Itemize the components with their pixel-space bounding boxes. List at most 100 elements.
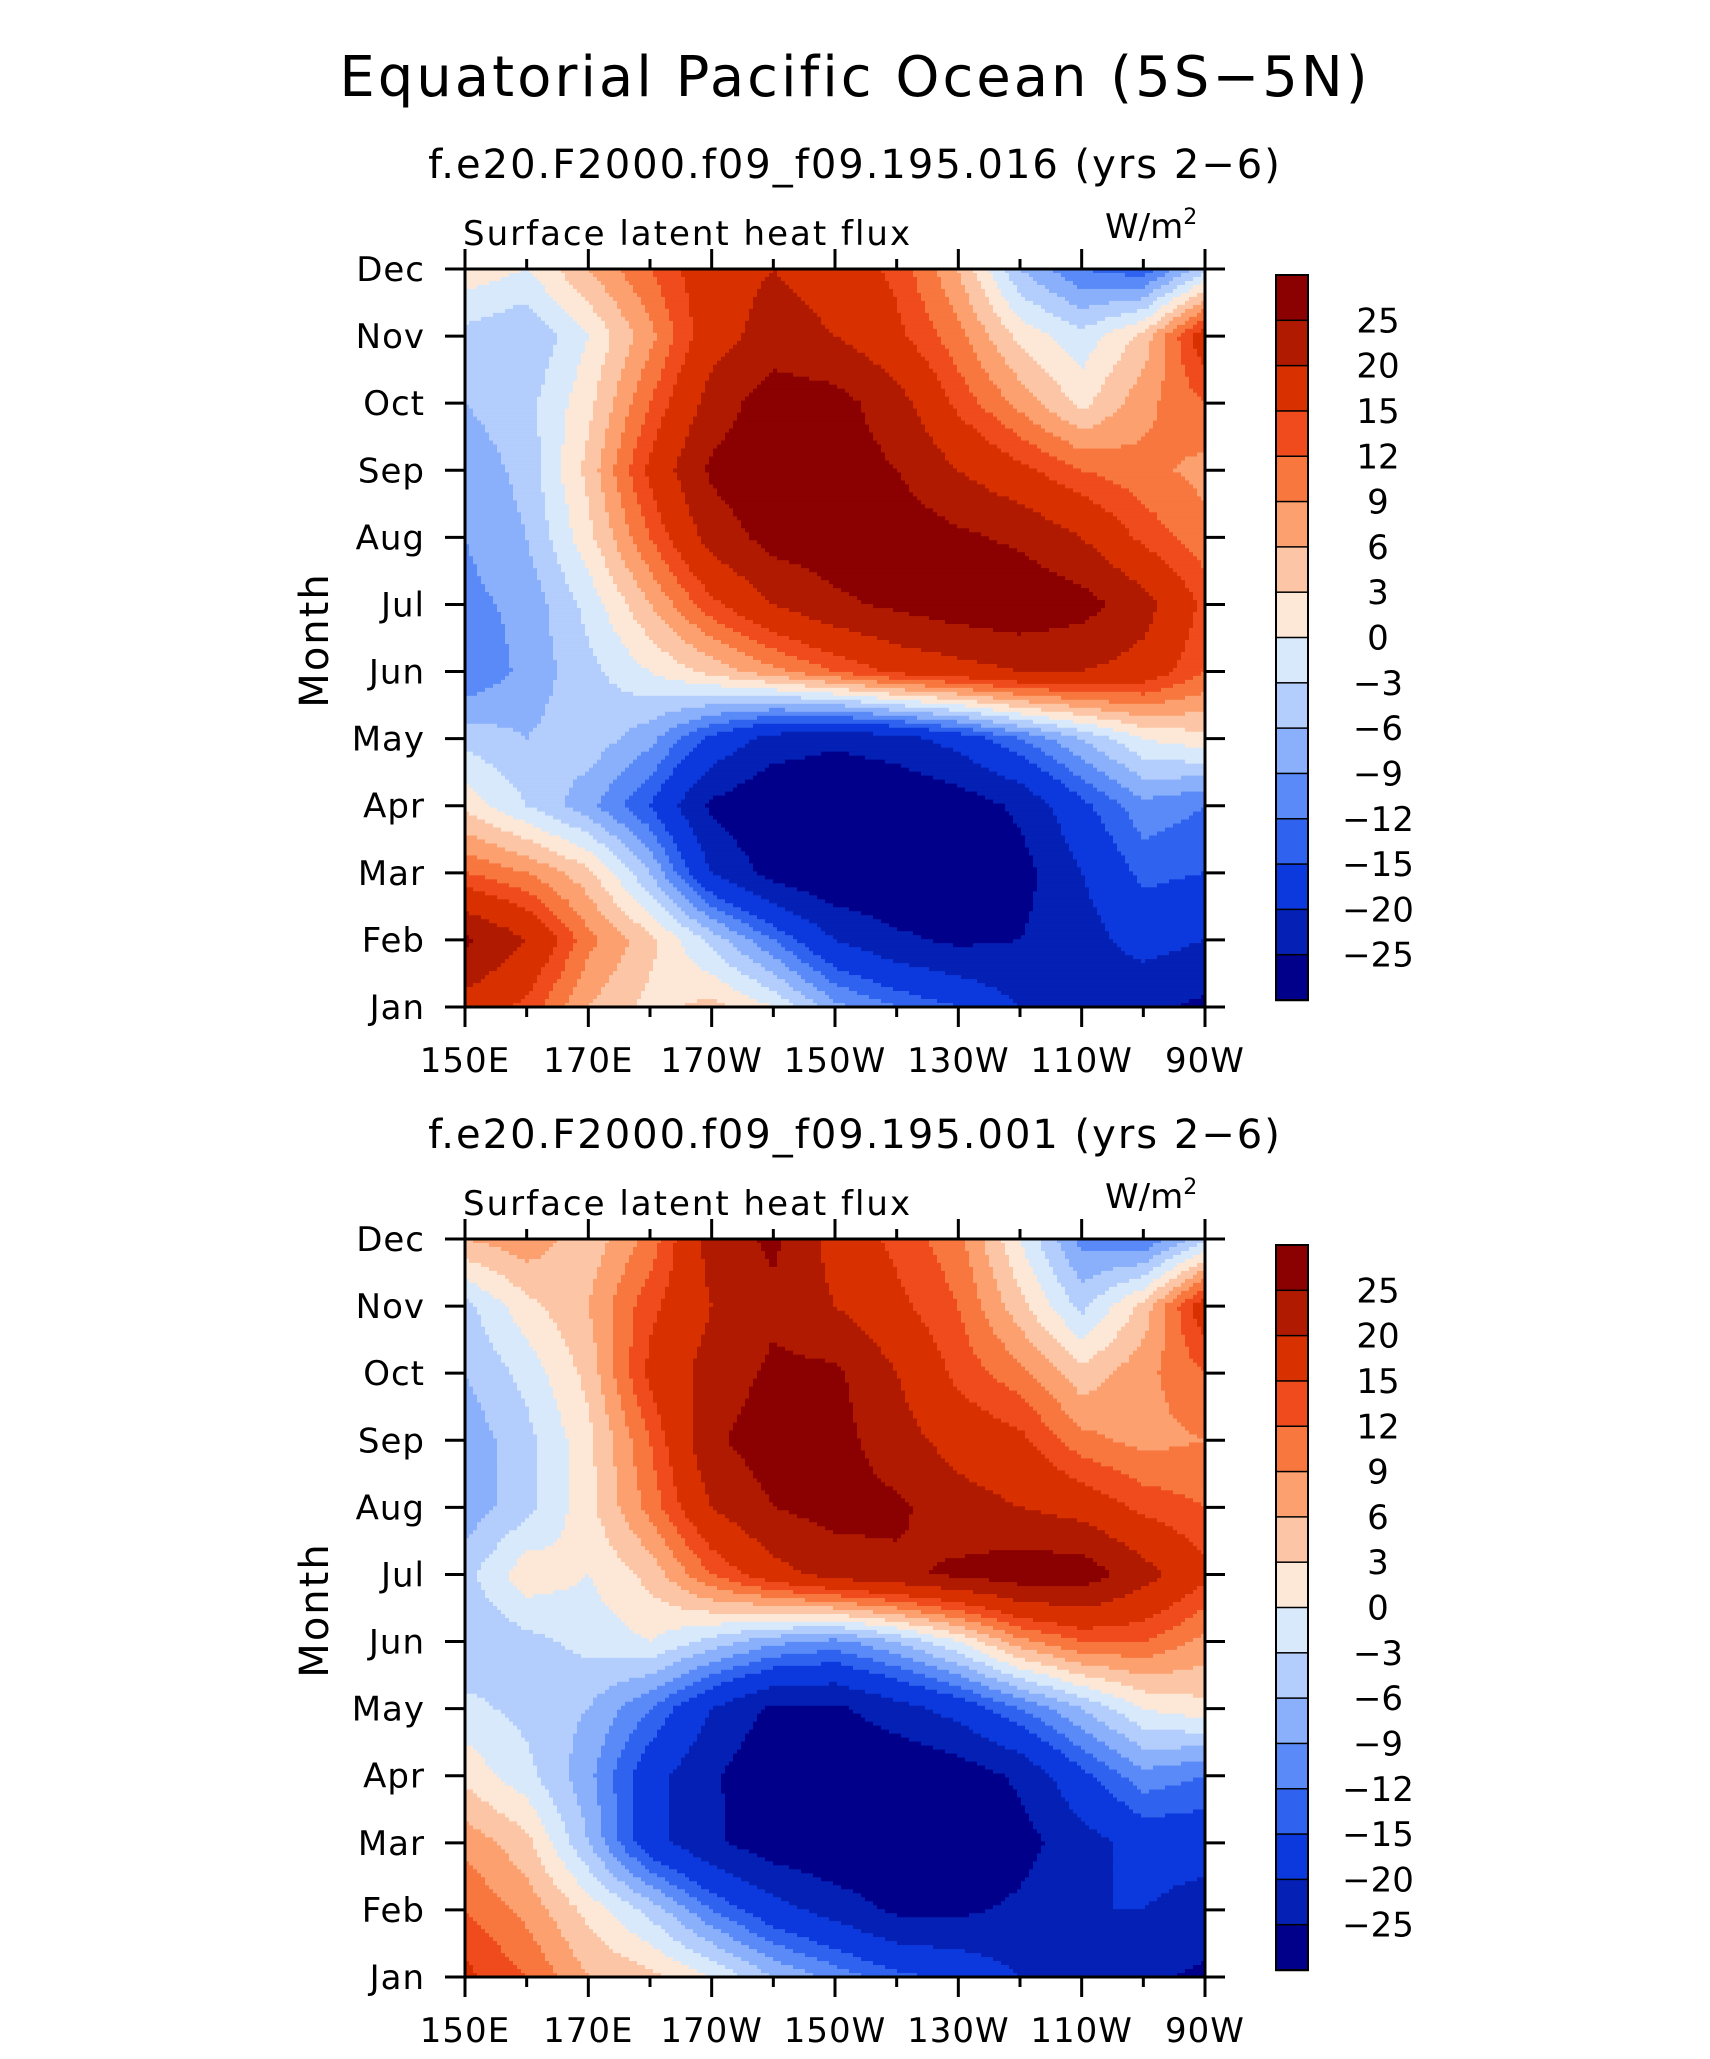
heatmap-cell xyxy=(685,273,690,278)
heatmap-cell xyxy=(1109,289,1114,294)
heatmap-cell xyxy=(957,277,962,282)
heatmap-cell xyxy=(973,285,978,290)
heatmap-cell xyxy=(1153,289,1158,294)
heatmap-cell xyxy=(1041,285,1046,290)
heatmap-cell xyxy=(697,285,702,290)
heatmap-cell xyxy=(729,273,734,278)
heatmap-cell xyxy=(1129,293,1134,298)
heatmap-cell xyxy=(1029,277,1034,282)
heatmap-cell xyxy=(1045,277,1050,282)
heatmap-cell xyxy=(485,289,490,294)
heatmap-cell xyxy=(1125,289,1130,294)
heatmap-cell xyxy=(837,289,842,294)
heatmap-cell xyxy=(877,277,882,282)
heatmap-cell xyxy=(1045,293,1050,298)
heatmap-cell xyxy=(609,281,614,286)
heatmap-cell xyxy=(1113,285,1118,290)
heatmap-cell xyxy=(701,281,706,286)
heatmap-cell xyxy=(1049,289,1054,294)
heatmap-cell xyxy=(1045,285,1050,290)
heatmap-cell xyxy=(777,285,782,290)
heatmap-cell xyxy=(997,277,1002,282)
heatmap-cell xyxy=(613,293,618,298)
heatmap-cell xyxy=(509,273,514,278)
heatmap-cell xyxy=(805,285,810,290)
heatmap-cell xyxy=(657,273,662,278)
heatmap-cell xyxy=(769,289,774,294)
heatmap-cell xyxy=(1021,293,1026,298)
heatmap-cell xyxy=(1133,293,1138,298)
heatmap-cell xyxy=(505,277,510,282)
heatmap-cell xyxy=(657,285,662,290)
heatmap-cell xyxy=(1045,273,1050,278)
heatmap-cell xyxy=(769,273,774,278)
heatmap-cell xyxy=(1089,281,1094,286)
heatmap-cell xyxy=(897,277,902,282)
heatmap-cell xyxy=(989,277,994,282)
heatmap-cell xyxy=(905,293,910,298)
heatmap-cell xyxy=(713,277,718,282)
heatmap-cell xyxy=(1149,289,1154,294)
heatmap-cell xyxy=(489,293,494,298)
heatmap-cell xyxy=(809,285,814,290)
heatmap-cell xyxy=(897,281,902,286)
heatmap-cell xyxy=(1197,277,1202,282)
heatmap-cell xyxy=(489,285,494,290)
heatmap-cell xyxy=(773,285,778,290)
heatmap-cell xyxy=(1037,277,1042,282)
heatmap-cell xyxy=(629,273,634,278)
heatmap-cell xyxy=(1041,289,1046,294)
heatmap-cell xyxy=(969,289,974,294)
heatmap-cell xyxy=(1145,273,1150,278)
heatmap-cell xyxy=(645,293,650,298)
heatmap-cell xyxy=(649,277,654,282)
heatmap-cell xyxy=(561,285,566,290)
heatmap-cell xyxy=(741,289,746,294)
heatmap-cell xyxy=(497,277,502,282)
heatmap-cell xyxy=(617,273,622,278)
heatmap-cell xyxy=(1125,293,1130,298)
heatmap-cell xyxy=(789,285,794,290)
heatmap-cell xyxy=(841,285,846,290)
heatmap-cell xyxy=(869,285,874,290)
heatmap-cell xyxy=(945,273,950,278)
heatmap-cell xyxy=(773,289,778,294)
heatmap-panel-top: f.e20.F2000.f09_f09.195.016 (yrs 2−6) Su… xyxy=(292,142,1282,1081)
heatmap-cell xyxy=(489,289,494,294)
heatmap-cell xyxy=(593,277,598,282)
heatmap-cell xyxy=(789,281,794,286)
heatmap-cell xyxy=(593,293,598,298)
heatmap-cell xyxy=(801,293,806,298)
heatmap-cell xyxy=(729,289,734,294)
heatmap-cell xyxy=(481,293,486,298)
heatmap-cell xyxy=(969,285,974,290)
heatmap-cell xyxy=(821,285,826,290)
heatmap-cell xyxy=(537,277,542,282)
heatmap-cell xyxy=(709,285,714,290)
heatmap-cell xyxy=(729,285,734,290)
heatmap-cell xyxy=(569,289,574,294)
heatmap-cell xyxy=(865,289,870,294)
heatmap-cell xyxy=(677,289,682,294)
heatmap-cell xyxy=(717,273,722,278)
heatmap-cell xyxy=(1109,285,1114,290)
heatmap-cell xyxy=(485,297,490,302)
heatmap-cell xyxy=(501,281,506,286)
heatmap-cell xyxy=(949,285,954,290)
heatmap-cell xyxy=(589,289,594,294)
heatmap-cell xyxy=(1089,289,1094,294)
heatmap-cell xyxy=(1033,281,1038,286)
heatmap-cell xyxy=(473,289,478,294)
heatmap-cell xyxy=(497,273,502,278)
heatmap-cell xyxy=(933,289,938,294)
heatmap-cell xyxy=(957,281,962,286)
heatmap-cell xyxy=(1097,293,1102,298)
heatmap-cell xyxy=(853,281,858,286)
heatmap-cell xyxy=(1117,285,1122,290)
heatmap-cell xyxy=(869,289,874,294)
heatmap-cell xyxy=(1181,281,1186,286)
heatmap-cell xyxy=(545,273,550,278)
heatmap-cell xyxy=(701,277,706,282)
heatmap-cell xyxy=(473,281,478,286)
